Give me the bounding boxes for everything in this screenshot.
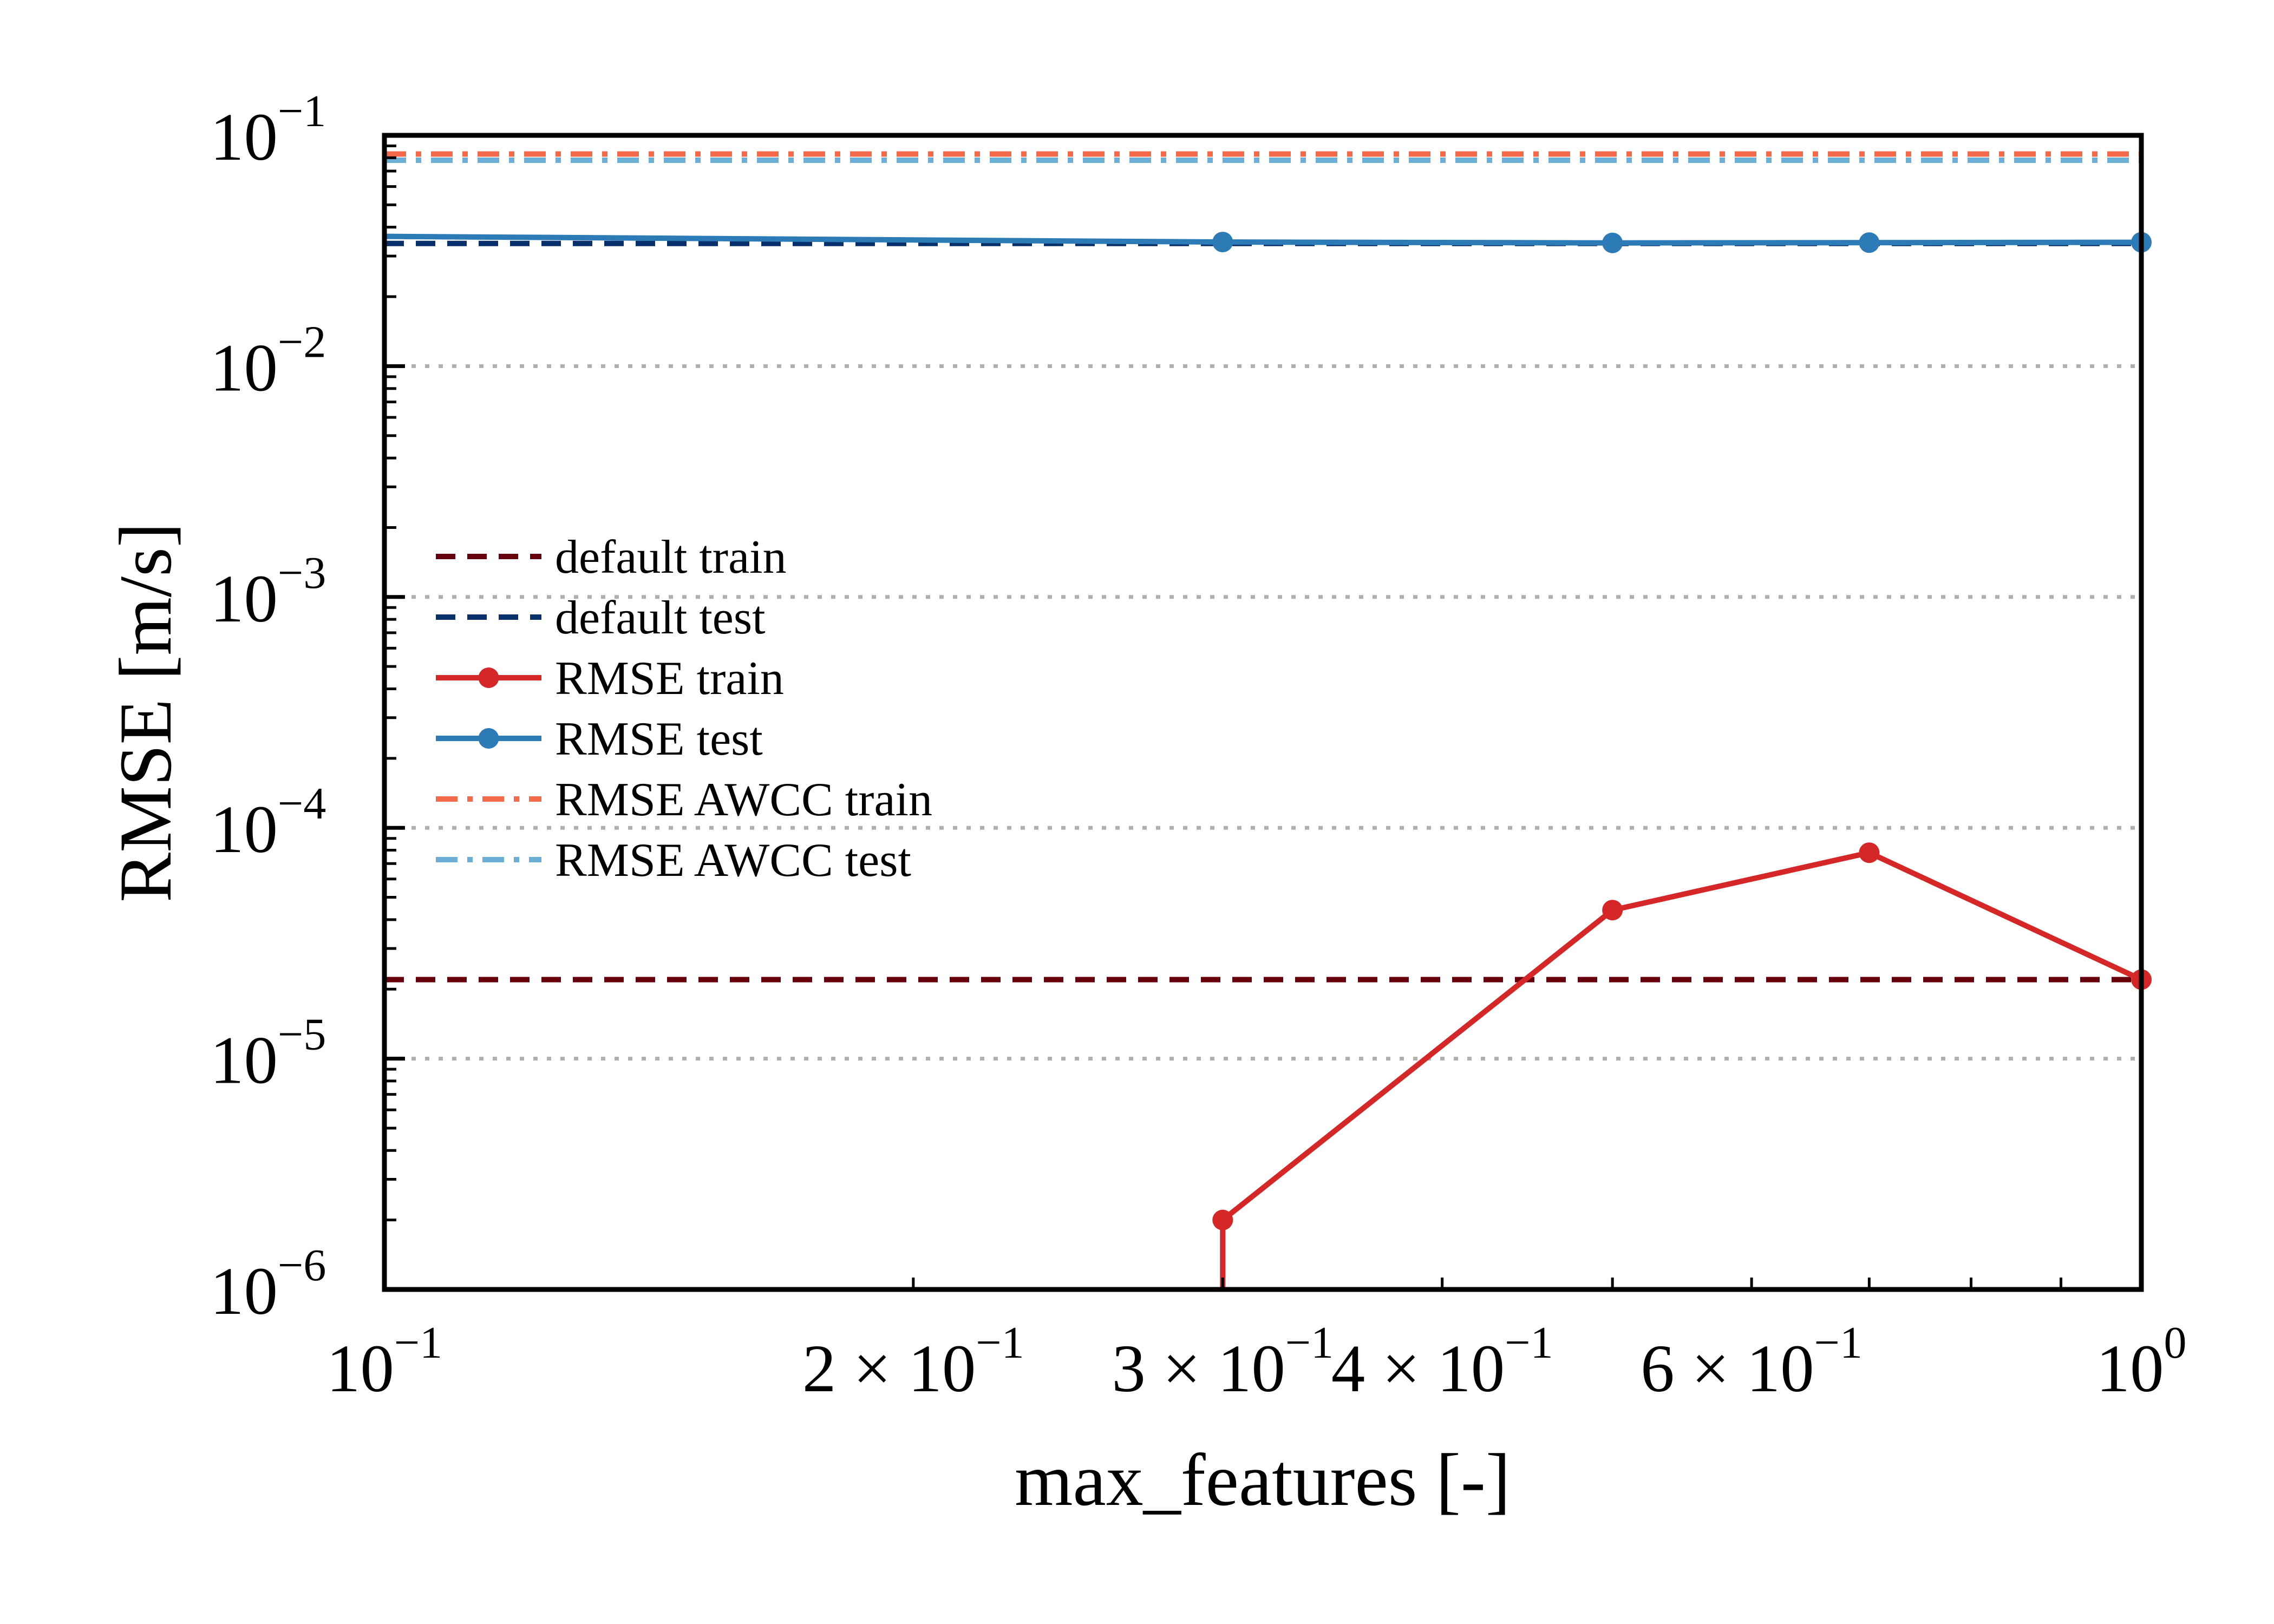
data-point-rmse-test	[1602, 232, 1623, 253]
x-tick-label: 6 × 10−1	[1641, 1318, 1863, 1406]
marker-layer	[1212, 232, 2152, 1230]
legend-label: RMSE AWCC test	[555, 834, 911, 887]
y-tick-label: 10−4	[210, 778, 326, 867]
data-point-rmse-train	[1602, 900, 1623, 921]
axis-ticks	[382, 133, 2144, 1292]
legend-marker	[478, 667, 499, 688]
plot-frame	[382, 133, 2144, 1292]
y-tick-label: 10−1	[210, 86, 326, 175]
tick-labels: 10−1 2 × 10−1 3 × 10−14 × 10−1 6 × 10−1 100 1…	[210, 86, 2187, 1406]
data-point-rmse-test	[1859, 232, 1880, 253]
x-tick-label: 3 × 10−1	[1112, 1318, 1334, 1406]
x-tick-label: 4 × 10−1	[1331, 1318, 1553, 1406]
legend: default train default test RMSE train RMSE …	[436, 531, 932, 887]
x-axis-title: max_features [-]	[1015, 1438, 1511, 1521]
y-tick-label: 10−5	[210, 1010, 326, 1098]
y-tick-label: 10−6	[210, 1240, 326, 1329]
legend-label: RMSE AWCC train	[555, 774, 932, 826]
x-tick-label: 100	[2096, 1318, 2187, 1406]
data-point-rmse-train	[1859, 842, 1880, 863]
data-point-rmse-train	[1212, 1209, 1233, 1230]
legend-marker	[478, 728, 499, 749]
x-tick-label: 10−1	[326, 1318, 442, 1406]
y-axis-title: RMSE [m/s]	[104, 522, 187, 902]
y-tick-label: 10−3	[210, 548, 326, 637]
legend-label: default train	[555, 531, 787, 584]
legend-label: RMSE train	[555, 652, 784, 705]
data-point-rmse-test	[1212, 232, 1233, 253]
legend-label: default test	[555, 592, 766, 644]
legend-label: RMSE test	[555, 713, 763, 765]
y-tick-label: 10−2	[210, 317, 326, 405]
x-tick-label: 2 × 10−1	[802, 1318, 1024, 1406]
